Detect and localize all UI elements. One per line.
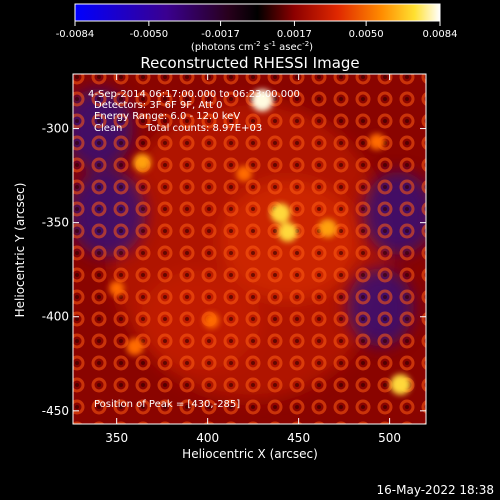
colorbar-gradient xyxy=(74,3,441,22)
y-tick-label: -450 xyxy=(42,404,69,418)
annotation-peak-position: Position of Peak = [430,-285] xyxy=(94,399,240,410)
bright-source xyxy=(390,374,411,395)
colorbar-tick-label: -0.0017 xyxy=(201,29,240,40)
annotation-total-counts: Total counts: 8.97E+03 xyxy=(145,123,262,134)
colorbar-tick-label: 0.0017 xyxy=(277,29,312,40)
colorbar-tick-label: -0.0050 xyxy=(130,29,169,40)
x-tick-label: 400 xyxy=(196,431,219,445)
y-tick-label: -350 xyxy=(42,216,69,230)
colorbar: -0.0084 -0.0050 -0.0017 0.0017 0.0050 0.0084 … xyxy=(56,3,458,53)
colorbar-tick-label: -0.0084 xyxy=(56,29,95,40)
y-tick-label: -400 xyxy=(42,310,69,324)
footer-date: 16-May-2022 18:38 xyxy=(377,483,494,497)
annotation-detectors: Detectors: 3F 6F 9F, Att 0 xyxy=(94,100,222,111)
colorbar-units: (photons cm-2 s-1 asec-2) xyxy=(191,40,313,53)
bright-source xyxy=(278,222,298,242)
image-plot-area: 350 400 450 500 -300 -350 -400 -450 xyxy=(42,73,427,445)
bright-source xyxy=(203,312,220,329)
y-axis-label: Heliocentric Y (arcsec) xyxy=(13,183,27,318)
x-tick-label: 350 xyxy=(105,431,128,445)
axis-ticks: 350 400 450 500 -300 -350 -400 -450 xyxy=(42,74,426,445)
bright-sources xyxy=(109,89,411,395)
bright-source xyxy=(109,281,125,297)
annotation-time: 4-Sep-2014 06:17:00.000 to 06:23:00.000 xyxy=(88,89,300,100)
annotation-energy: Energy Range: 6.0 - 12.0 keV xyxy=(94,111,240,122)
bright-source xyxy=(251,89,274,112)
bright-source xyxy=(318,219,338,238)
bright-source xyxy=(368,133,386,150)
x-tick-label: 500 xyxy=(378,431,401,445)
bright-source xyxy=(236,165,252,182)
bright-source xyxy=(270,203,291,224)
bright-source xyxy=(126,338,144,356)
colorbar-ticks: -0.0084 -0.0050 -0.0017 0.0017 0.0050 0.0084 xyxy=(56,21,458,40)
annotation-clean: Clean xyxy=(94,123,122,134)
colorbar-tick-label: 0.0050 xyxy=(349,29,384,40)
colorbar-tick-label: 0.0084 xyxy=(423,29,458,40)
annotations: 4-Sep-2014 06:17:00.000 to 06:23:00.000 … xyxy=(88,89,300,410)
chart-title: Reconstructed RHESSI Image xyxy=(140,54,359,72)
x-axis-label: Heliocentric X (arcsec) xyxy=(182,447,318,461)
plot-frame xyxy=(72,73,427,425)
bright-source xyxy=(133,153,152,172)
clean-ripple-texture xyxy=(73,74,426,424)
y-tick-label: -300 xyxy=(42,122,69,136)
x-tick-label: 450 xyxy=(287,431,310,445)
